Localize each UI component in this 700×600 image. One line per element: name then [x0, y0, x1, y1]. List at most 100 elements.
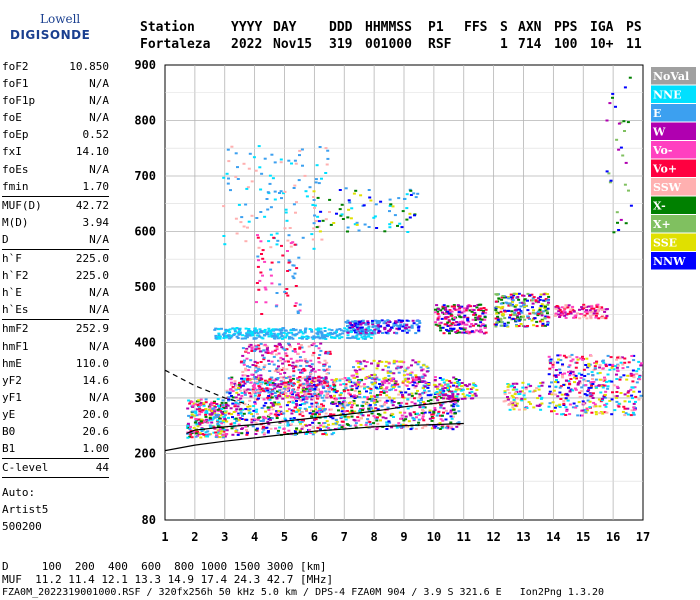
echo-point [511, 382, 515, 385]
echo-point [214, 431, 218, 434]
echo-point [294, 410, 298, 413]
echo-point [277, 365, 280, 368]
echo-point [316, 426, 320, 429]
echo-point [235, 391, 239, 394]
echo-point [341, 420, 345, 423]
echo-point [444, 409, 448, 412]
echo-point [388, 210, 391, 213]
echo-point [289, 379, 293, 382]
echo-point [506, 321, 510, 324]
echo-point [516, 316, 520, 319]
echo-point [290, 412, 294, 415]
echo-point [604, 363, 608, 366]
echo-point [459, 320, 462, 323]
echo-point [298, 346, 302, 349]
echo-point [332, 385, 336, 388]
echo-point [599, 411, 603, 413]
echo-point [406, 381, 410, 383]
echo-point [581, 409, 585, 412]
echo-point [312, 196, 316, 198]
echo-point [271, 404, 275, 407]
echo-point [603, 396, 607, 399]
echo-point [578, 382, 582, 385]
echo-point [366, 402, 370, 405]
echo-point [259, 382, 263, 385]
echo-point [282, 331, 286, 334]
echo-point [243, 382, 247, 385]
echo-point [597, 306, 601, 309]
echo-point [584, 411, 588, 414]
echo-point [292, 367, 295, 370]
scaled-parameters-panel: foF2 10.850 foF1 N/A foF1p N/A foE N/A foEp 0.52 f… [2, 58, 109, 535]
legend-swatch [651, 85, 696, 103]
echo-point [596, 303, 600, 306]
echo-point [199, 401, 203, 404]
echo-point [392, 386, 396, 388]
echo-point [310, 402, 314, 405]
echo-point [383, 381, 387, 384]
echo-point [592, 312, 596, 315]
echo-point [404, 391, 408, 394]
echo-point [401, 380, 405, 383]
echo-point [512, 292, 516, 295]
echo-point [390, 221, 394, 224]
echo-point [457, 379, 461, 381]
echo-point [421, 410, 425, 413]
echo-point [328, 352, 332, 355]
echo-point [586, 373, 590, 376]
param-name: M(D) [2, 215, 29, 229]
echo-point [289, 242, 293, 245]
echo-point [547, 295, 551, 298]
echo-point [441, 305, 445, 308]
echo-point [582, 303, 586, 306]
echo-point [508, 316, 512, 319]
echo-point [454, 378, 458, 381]
echo-point [308, 364, 311, 367]
echo-point [214, 327, 218, 330]
param-name: foEs [2, 162, 29, 176]
echo-point [420, 369, 424, 372]
echo-point [335, 398, 338, 401]
echo-point [418, 393, 422, 396]
echo-point [515, 388, 519, 391]
echo-point [204, 413, 208, 416]
echo-point [621, 154, 625, 157]
echo-point [315, 411, 319, 414]
echo-point [452, 307, 456, 310]
echo-point [260, 381, 264, 384]
echo-point [267, 418, 271, 421]
echo-point [285, 368, 289, 371]
echo-point [547, 301, 550, 304]
echo-point [268, 398, 272, 401]
echo-point [352, 381, 356, 384]
footer-file-info: FZA0M_2022319001000.RSF / 320fx256h 50 k… [2, 587, 605, 598]
echo-point [635, 381, 639, 384]
echo-point [512, 396, 515, 399]
echo-point [261, 249, 265, 252]
echo-point [310, 233, 314, 236]
echo-point [186, 436, 190, 439]
echo-point [367, 325, 371, 328]
echo-point [308, 328, 312, 330]
echo-point [279, 190, 283, 193]
echo-point [240, 216, 244, 219]
echo-point [627, 361, 631, 364]
echo-point [231, 390, 235, 393]
echo-point [589, 311, 593, 314]
echo-point [606, 354, 610, 357]
echo-point [581, 400, 585, 403]
echo-point [422, 419, 426, 422]
echo-point [245, 390, 249, 393]
echo-point [380, 386, 384, 389]
echo-point [413, 214, 416, 217]
echo-point [467, 320, 471, 323]
echo-point [373, 378, 377, 381]
echo-point [438, 389, 442, 392]
echo-point [207, 433, 211, 436]
echo-point [617, 148, 621, 151]
echo-point [600, 307, 604, 310]
param-row: B0 20.6 [2, 423, 109, 440]
echo-point [312, 222, 316, 225]
echo-point [529, 384, 533, 387]
echo-point [441, 424, 444, 427]
